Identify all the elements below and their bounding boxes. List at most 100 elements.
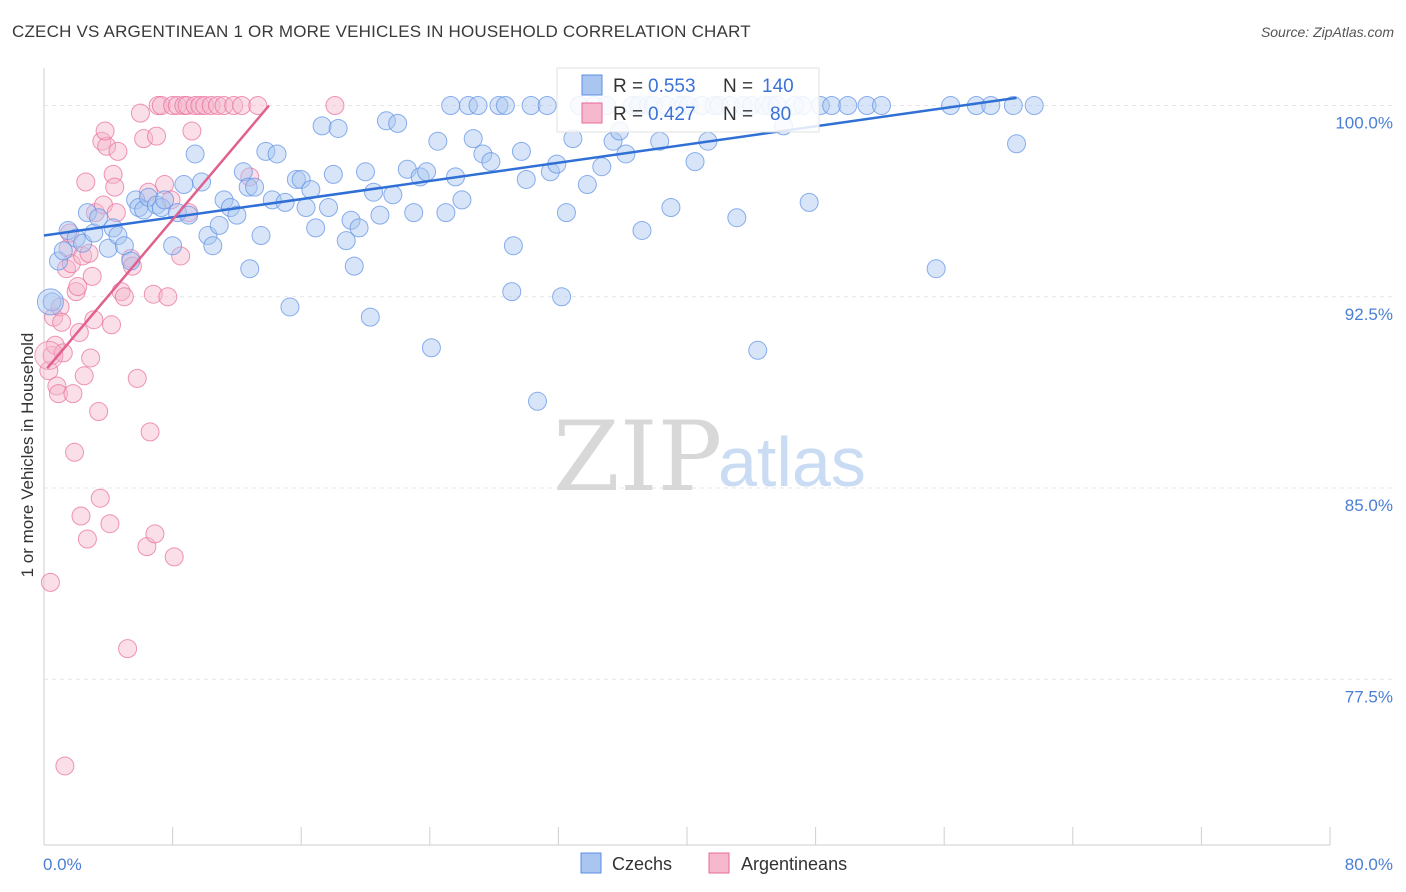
- argentineans-point: [158, 287, 178, 307]
- watermark-atlas: atlas: [718, 423, 866, 501]
- argentineans-point: [105, 177, 125, 197]
- czechs-n-label: N =: [723, 76, 753, 97]
- czechs-point: [319, 198, 339, 217]
- argentineans-point: [89, 402, 109, 421]
- argentineans-swatch: [581, 102, 603, 124]
- argentineans-point: [145, 524, 165, 544]
- argentineans-point: [68, 277, 88, 297]
- czechs-point: [192, 172, 212, 192]
- czechs-point: [872, 96, 892, 115]
- czechs-point: [685, 152, 705, 172]
- argentineans-point: [232, 96, 252, 115]
- czechs-point: [155, 190, 175, 210]
- argentineans-point: [248, 96, 268, 115]
- czechs-point: [511, 141, 531, 161]
- bottom-argentineans-swatch: [708, 852, 730, 874]
- argentineans-point: [108, 141, 128, 161]
- czechs-point: [42, 292, 62, 312]
- argentineans-point: [224, 96, 244, 115]
- czechs-point: [36, 288, 64, 316]
- czechs-point: [360, 307, 380, 327]
- czechs-point: [421, 338, 441, 358]
- watermark-zip: ZIP: [553, 401, 722, 513]
- argentineans-point: [182, 121, 202, 141]
- argentineans-point: [185, 96, 205, 115]
- argentineans-point: [118, 639, 138, 659]
- y-tick-label: 85.0%: [1345, 496, 1393, 515]
- argentineans-point: [164, 547, 184, 567]
- argentineans-trend-line: [46, 104, 271, 369]
- czechs-point: [48, 251, 68, 271]
- argentineans-point: [163, 96, 183, 115]
- argentineans-point: [90, 488, 110, 508]
- czechs-point: [349, 218, 369, 238]
- argentineans-point: [100, 514, 120, 534]
- argentineans-point: [52, 312, 72, 332]
- czechs-point: [341, 210, 361, 230]
- argentineans-point: [106, 203, 126, 223]
- y-tick-labels: 77.5% 85.0% 92.5% 100.0%: [1335, 114, 1393, 707]
- y-tick-label: 77.5%: [1345, 687, 1393, 706]
- argentineans-n-value: 80: [770, 104, 791, 125]
- argentineans-point: [130, 103, 150, 123]
- trend-lines: [43, 96, 1017, 369]
- czechs-point: [163, 236, 183, 256]
- argentineans-point: [95, 121, 115, 141]
- argentineans-point: [114, 287, 134, 307]
- czechs-point: [174, 175, 194, 195]
- y-tick-label: 92.5%: [1345, 305, 1393, 324]
- argentineans-point: [143, 284, 163, 304]
- argentineans-point: [47, 376, 67, 396]
- czechs-point: [291, 169, 311, 189]
- argentineans-point: [81, 348, 101, 368]
- argentineans-point: [74, 366, 94, 386]
- czechs-point: [238, 177, 258, 197]
- czechs-point: [286, 169, 306, 189]
- czechs-point: [661, 198, 681, 217]
- czechs-point: [1024, 96, 1044, 115]
- czechs-point: [528, 391, 548, 411]
- czechs-point: [233, 162, 253, 182]
- czechs-point: [336, 231, 356, 251]
- czechs-point: [503, 236, 523, 256]
- czechs-point: [521, 96, 541, 115]
- czechs-point: [516, 169, 536, 189]
- czechs-point: [799, 192, 819, 212]
- czechs-point: [489, 96, 509, 115]
- czechs-n-value: 140: [762, 76, 794, 97]
- czechs-point: [458, 96, 478, 115]
- axes: [43, 68, 1331, 846]
- x-tick-min: 0.0%: [43, 855, 82, 874]
- bottom-czechs-swatch: [580, 852, 602, 874]
- argentineans-points: [34, 96, 345, 776]
- argentineans-r-label: R =: [613, 104, 643, 125]
- bottom-legend: Czechs Argentineans: [580, 852, 847, 874]
- czechs-point: [404, 203, 424, 223]
- argentineans-point: [55, 756, 75, 776]
- argentineans-point: [208, 96, 228, 115]
- argentineans-point: [325, 96, 345, 115]
- czechs-point: [344, 256, 364, 276]
- argentineans-point: [240, 167, 260, 187]
- czechs-point: [323, 164, 343, 184]
- czechs-point: [209, 215, 229, 235]
- bottom-argentineans-label: Argentineans: [741, 854, 847, 874]
- czechs-point: [857, 96, 877, 115]
- argentineans-point: [127, 368, 147, 388]
- argentineans-point: [161, 190, 181, 210]
- czechs-point: [77, 203, 97, 223]
- czechs-point: [592, 157, 612, 177]
- czechs-point: [748, 340, 768, 360]
- argentineans-point: [76, 172, 96, 192]
- czechs-point: [926, 259, 946, 279]
- czechs-point: [577, 175, 597, 195]
- czechs-point: [441, 96, 461, 115]
- czechs-point: [108, 226, 128, 246]
- argentineans-point: [85, 203, 105, 223]
- czechs-point: [495, 96, 515, 115]
- czechs-point: [256, 141, 276, 161]
- argentineans-point: [140, 422, 160, 442]
- czechs-point: [481, 152, 501, 172]
- argentineans-point: [65, 442, 85, 462]
- argentineans-point: [63, 384, 83, 404]
